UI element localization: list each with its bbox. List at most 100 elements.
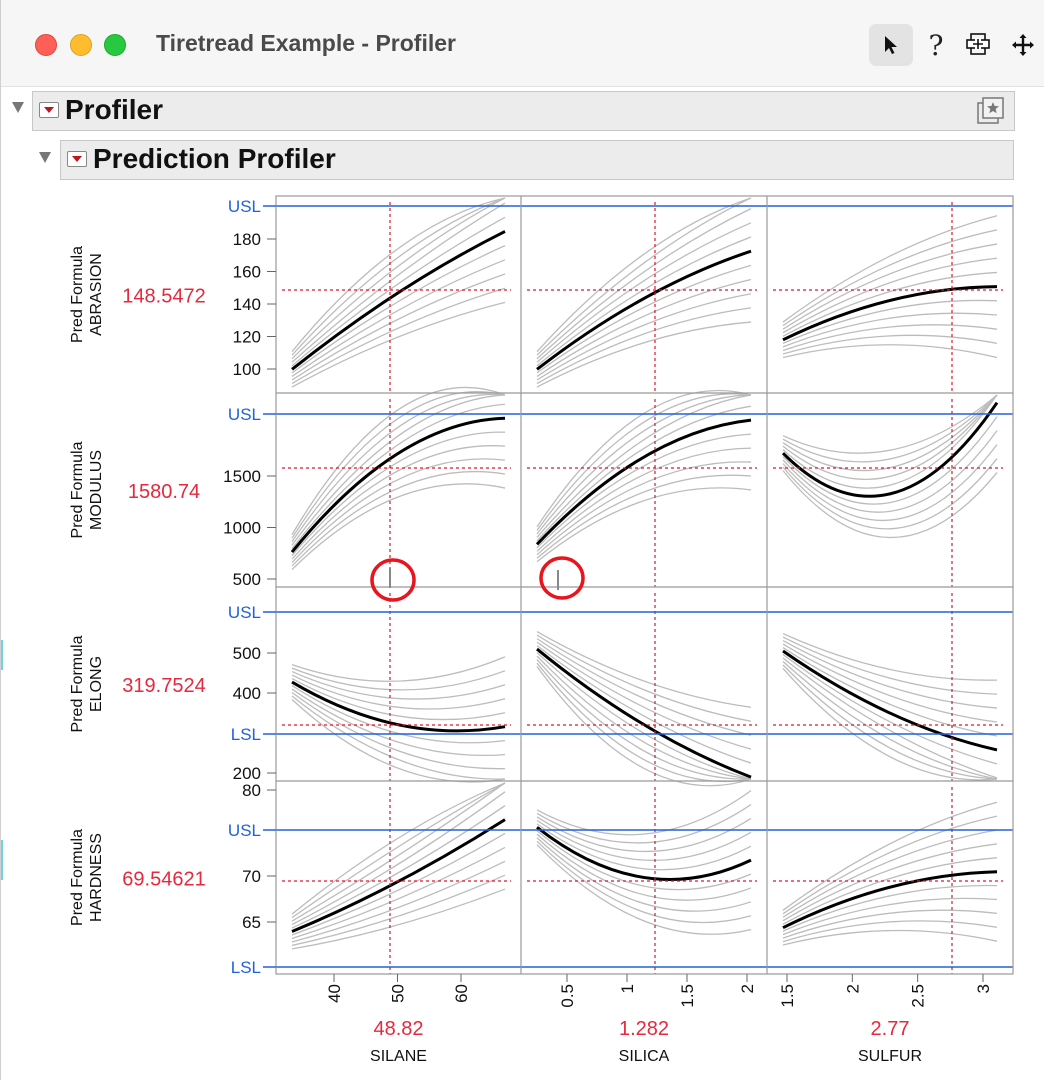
profile-band-curve [291,677,506,721]
profile-band-curve [536,394,752,535]
spec-limit-label: LSL [231,725,261,744]
profile-cell-hardness-silane [282,782,511,974]
profile-band-curve [291,301,506,388]
bookmark-star-icon[interactable] [975,96,1009,126]
profile-band-curve [291,386,506,535]
profile-band-curve [536,631,752,708]
profile-cell-modulus-silica [527,389,757,587]
profile-band-curve [291,888,506,950]
zoom-tool[interactable] [961,24,995,66]
prediction-trace [781,401,999,498]
profile-band-curve [782,243,998,330]
prediction-trace [291,230,506,371]
arrow-select-tool[interactable] [869,24,913,66]
x-tick-label: 1.5 [678,984,697,1008]
x-tick-label: 1 [618,984,637,993]
profile-cell-abrasion-sulfur [773,202,1003,393]
x-tick-label: 0.5 [558,984,577,1008]
profile-band-curve [291,692,506,770]
profile-band-curve [536,222,752,363]
spec-limit-label: USL [228,197,261,216]
profile-band-curve [291,259,506,377]
profile-band-curve [536,804,752,844]
profile-band-curve [536,666,752,787]
profile-band-curve [536,659,752,780]
x-tick-label: 40 [325,984,344,1003]
profile-band-curve [536,641,752,750]
spec-limit-label: USL [228,821,261,840]
profile-band-curve [536,474,752,559]
profile-band-curve [536,278,752,377]
zoom-window-button[interactable] [104,34,126,56]
profile-band-curve [782,857,998,925]
profile-cell-hardness-sulfur [773,787,1003,974]
magnifier-plus-icon [966,33,990,55]
profile-band-curve [782,632,998,681]
profile-cell-abrasion-silica [527,197,757,393]
profile-band-curve [782,657,998,779]
y-tick-label: 120 [233,328,261,347]
prediction-trace [535,418,752,546]
profile-band-curve [536,823,752,871]
profiler-disclosure-icon[interactable] [12,102,24,113]
profile-band-curve [291,483,506,571]
profile-band-curve [291,688,506,756]
y-tick-label: 500 [233,570,261,589]
profile-band-curve [291,667,506,691]
move-tool[interactable] [1005,24,1041,66]
x-tick-label: 60 [452,984,471,1003]
profile-band-curve [782,430,998,513]
window-title: Tiretread Example - Profiler [156,30,456,56]
close-button[interactable] [35,34,57,56]
profiler-frame [275,195,1014,975]
profile-band-curve [536,433,752,549]
profile-band-curve [782,646,998,737]
profile-band-curve [536,840,752,924]
profile-band-curve [782,215,998,323]
profile-band-curve [782,815,998,915]
profile-band-curve [536,394,752,538]
profile-band-curve [291,197,506,360]
profile-band-curve [536,447,752,552]
profile-band-curve [536,645,752,764]
profile-band-curve [291,216,506,367]
profile-band-curve [782,929,998,946]
profile-band-curve [536,819,752,862]
profile-band-curve [782,664,998,780]
profile-band-curve [782,344,998,359]
y-tick-label: 1000 [223,519,261,538]
profile-band-curve [536,321,752,388]
prediction-trace [536,249,752,371]
factor-name-label: SILICA [619,1048,670,1065]
profile-band-curve [291,245,506,374]
profile-band-curve [291,197,506,356]
response-formula-label: Pred Formula [69,246,86,343]
profile-band-curve [536,393,752,531]
profiler-menu-icon[interactable] [39,102,59,118]
profile-band-curve [782,897,998,936]
profile-band-curve [291,846,506,940]
profile-band-curve [536,461,752,556]
profile-band-curve [782,394,998,480]
profiler-title: Profiler [65,94,164,125]
profile-cell-modulus-sulfur [773,394,1003,587]
profile-band-curve [782,416,998,505]
spec-limit-label: LSL [231,958,261,977]
profile-band-curve [291,860,506,943]
help-tool[interactable]: ? [921,24,951,66]
y-tick-label: 180 [233,230,261,249]
profile-band-curve [782,299,998,344]
prediction-profiler-menu-icon[interactable] [67,151,87,167]
x-tick-label: 1.5 [778,984,797,1008]
prediction-profiler-title: Prediction Profiler [93,143,336,174]
minimize-button[interactable] [70,34,92,56]
profile-band-curve [782,257,998,334]
profile-cell-elong-silane [282,593,511,783]
profile-cell-abrasion-silane [282,197,511,393]
profile-band-curve [782,229,998,327]
prediction-profiler-disclosure-icon[interactable] [39,152,51,163]
profile-band-curve [782,661,998,780]
profile-band-curve [291,656,506,682]
profile-band-curve [536,405,752,542]
